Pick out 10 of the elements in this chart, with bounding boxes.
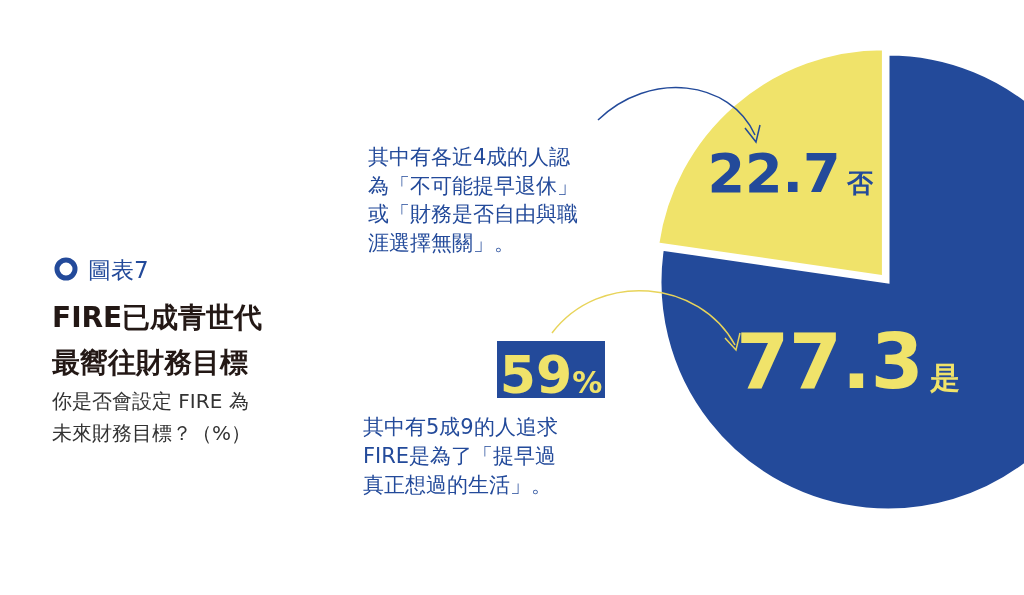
text: 圖表7: [88, 257, 149, 283]
text: 其中有5成9的人追求FIRE是為了「提早過真正想過的生活」。: [363, 415, 558, 497]
slice-label: 是: [928, 360, 960, 395]
text: 你是否會設定 FIRE 為未來財務目標？（%）: [51, 389, 252, 445]
data-label: 77.3: [736, 317, 924, 406]
data-label: 22.7: [707, 142, 841, 205]
text: FIRE已成青世代最嚮往財務目標: [51, 301, 263, 379]
slice-label: 否: [845, 168, 874, 198]
text: 其中有各近4成的人認為「不可能提早退休」或「財務是否自由與職涯選擇無關」。: [368, 145, 578, 255]
text: 59%: [499, 345, 603, 405]
